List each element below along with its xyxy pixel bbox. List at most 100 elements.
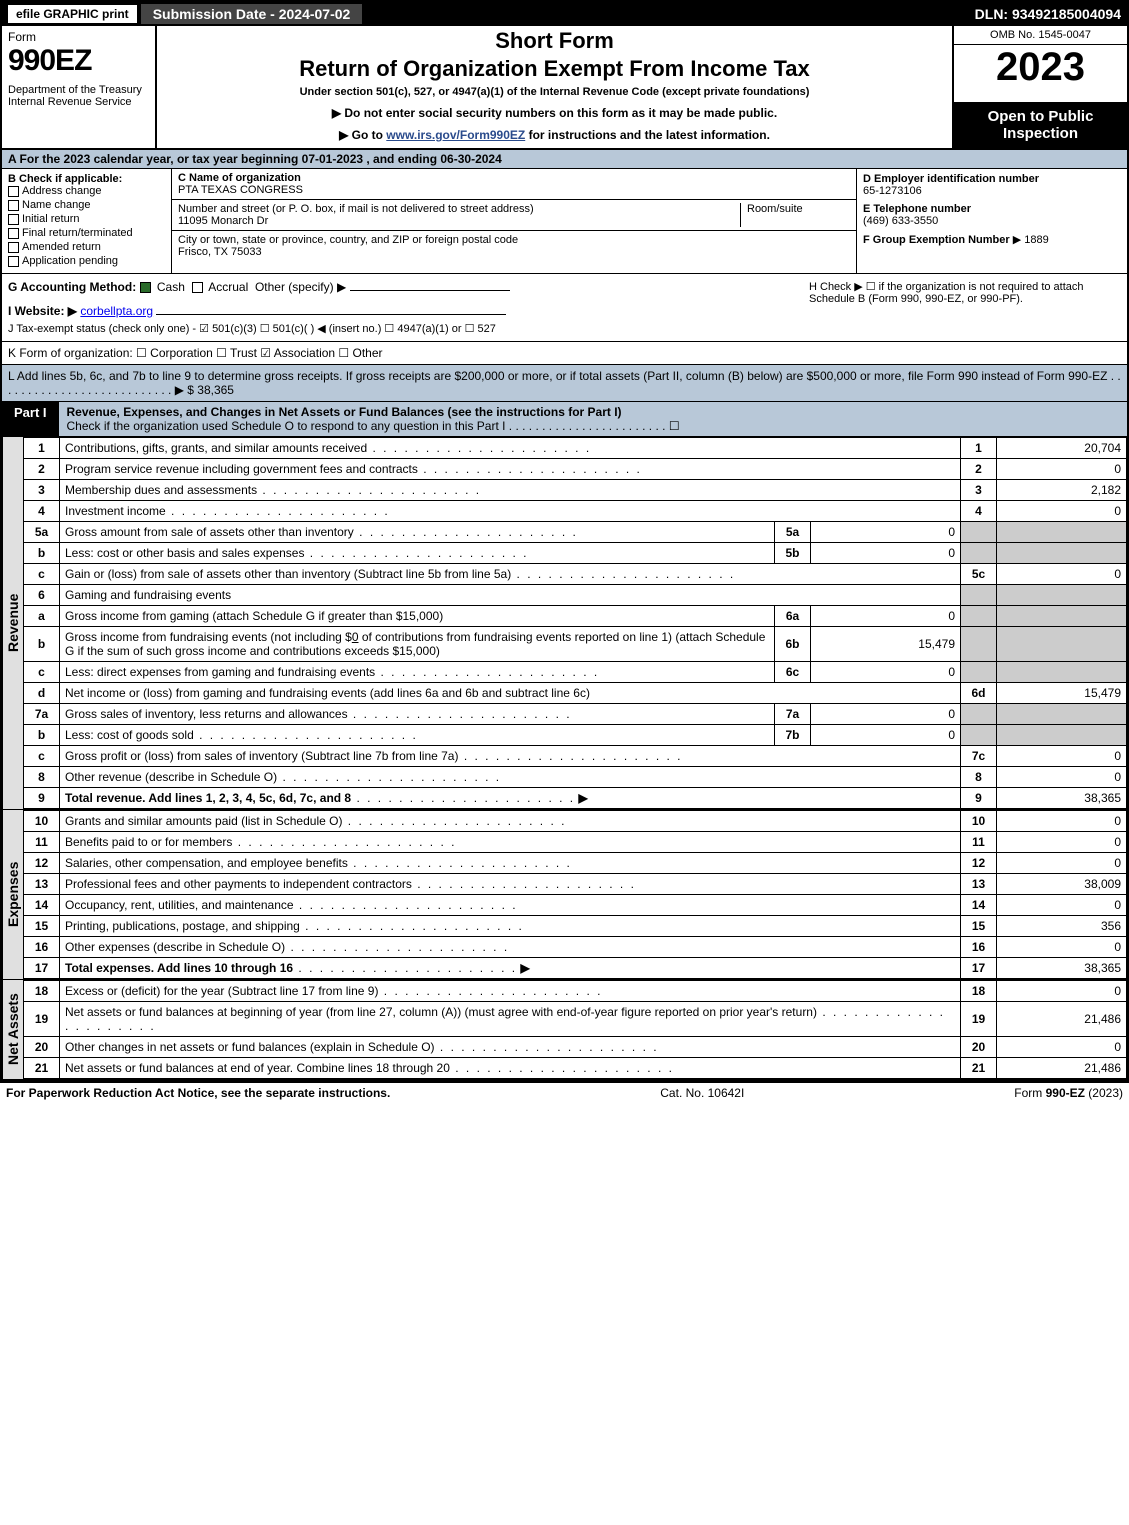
paperwork-notice: For Paperwork Reduction Act Notice, see …	[6, 1086, 390, 1100]
line-18: 18Excess or (deficit) for the year (Subt…	[24, 981, 1127, 1002]
part-i-header: Part I Revenue, Expenses, and Changes in…	[2, 402, 1127, 437]
line-5c: cGain or (loss) from sale of assets othe…	[24, 564, 1127, 585]
chk-final-return[interactable]: Final return/terminated	[8, 227, 165, 239]
col-d-contact: D Employer identification number 65-1273…	[857, 169, 1127, 273]
form-header: Form 990EZ Department of the Treasury In…	[2, 26, 1127, 150]
irs-link-line: ▶ Go to www.irs.gov/Form990EZ for instru…	[167, 128, 942, 142]
goto-post: for instructions and the latest informat…	[525, 128, 770, 142]
col-b-checkboxes: B Check if applicable: Address change Na…	[2, 169, 172, 273]
row-l-gross-receipts: L Add lines 5b, 6c, and 7b to line 9 to …	[2, 365, 1127, 402]
header-center: Short Form Return of Organization Exempt…	[157, 26, 952, 148]
omb-number: OMB No. 1545-0047	[954, 26, 1127, 45]
revenue-table: 1Contributions, gifts, grants, and simil…	[23, 437, 1127, 809]
inspection-badge: Open to Public Inspection	[954, 102, 1127, 148]
header-right: OMB No. 1545-0047 2023 Open to Public In…	[952, 26, 1127, 148]
chk-address-change[interactable]: Address change	[8, 185, 165, 197]
chk-initial-return[interactable]: Initial return	[8, 213, 165, 225]
line-19: 19Net assets or fund balances at beginni…	[24, 1002, 1127, 1037]
g-label: G Accounting Method:	[8, 280, 136, 294]
line-21: 21Net assets or fund balances at end of …	[24, 1058, 1127, 1079]
line-17: 17Total expenses. Add lines 10 through 1…	[24, 958, 1127, 979]
room-suite-label: Room/suite	[740, 203, 850, 227]
goto-pre: ▶ Go to	[339, 128, 386, 142]
submission-date: Submission Date - 2024-07-02	[141, 4, 363, 24]
line-20: 20Other changes in net assets or fund ba…	[24, 1037, 1127, 1058]
line-2: 2Program service revenue including gover…	[24, 459, 1127, 480]
line-1: 1Contributions, gifts, grants, and simil…	[24, 438, 1127, 459]
catalog-number: Cat. No. 10642I	[390, 1086, 1014, 1100]
line-9: 9Total revenue. Add lines 1, 2, 3, 4, 5c…	[24, 788, 1127, 809]
line-8: 8Other revenue (describe in Schedule O)8…	[24, 767, 1127, 788]
row-h: H Check ▶ ☐ if the organization is not r…	[801, 280, 1121, 335]
form-word: Form	[8, 30, 149, 44]
efile-print-button[interactable]: efile GRAPHIC print	[8, 5, 137, 23]
telephone-value: (469) 633-3550	[863, 215, 1121, 227]
line-7c: cGross profit or (loss) from sales of in…	[24, 746, 1127, 767]
chk-amended-return[interactable]: Amended return	[8, 241, 165, 253]
line-14: 14Occupancy, rent, utilities, and mainte…	[24, 895, 1127, 916]
city-label: City or town, state or province, country…	[178, 234, 518, 246]
line-7a: 7aGross sales of inventory, less returns…	[24, 704, 1127, 725]
form-subtitle: Under section 501(c), 527, or 4947(a)(1)…	[167, 86, 942, 98]
page-footer: For Paperwork Reduction Act Notice, see …	[0, 1083, 1129, 1103]
info-grid: B Check if applicable: Address change Na…	[2, 169, 1127, 274]
net-assets-section: Net Assets 18Excess or (deficit) for the…	[2, 980, 1127, 1081]
part-i-tag: Part I	[2, 402, 59, 436]
city-row: City or town, state or province, country…	[172, 231, 856, 261]
part-i-check: Check if the organization used Schedule …	[67, 419, 680, 433]
chk-name-change[interactable]: Name change	[8, 199, 165, 211]
accounting-method: G Accounting Method: Cash Accrual Other …	[8, 280, 801, 294]
expenses-side-label: Expenses	[2, 810, 23, 979]
line-7b: bLess: cost of goods sold7b0	[24, 725, 1127, 746]
part-i-title: Revenue, Expenses, and Changes in Net As…	[59, 402, 1127, 436]
street-value: 11095 Monarch Dr	[178, 215, 740, 227]
form-number: 990EZ	[8, 44, 149, 78]
ssn-warning: ▶ Do not enter social security numbers o…	[167, 106, 942, 120]
revenue-section: Revenue 1Contributions, gifts, grants, a…	[2, 437, 1127, 810]
website-label: I Website: ▶	[8, 304, 77, 318]
row-l-value: 38,365	[194, 383, 234, 397]
ein-label: D Employer identification number	[863, 173, 1121, 185]
header-left: Form 990EZ Department of the Treasury In…	[2, 26, 157, 148]
street-row: Number and street (or P. O. box, if mail…	[172, 200, 856, 231]
row-k-form-of-org: K Form of organization: ☐ Corporation ☐ …	[2, 342, 1127, 365]
department: Department of the Treasury Internal Reve…	[8, 84, 149, 108]
line-12: 12Salaries, other compensation, and empl…	[24, 853, 1127, 874]
row-g-h-left: G Accounting Method: Cash Accrual Other …	[8, 280, 801, 335]
chk-application-pending[interactable]: Application pending	[8, 255, 165, 267]
other-specify-input[interactable]	[350, 290, 510, 291]
chk-cash[interactable]	[140, 282, 151, 293]
short-form-label: Short Form	[167, 28, 942, 54]
org-name-row: C Name of organization PTA TEXAS CONGRES…	[172, 169, 856, 200]
tax-year: 2023	[954, 45, 1127, 89]
net-assets-side-label: Net Assets	[2, 980, 23, 1079]
topbar: efile GRAPHIC print Submission Date - 20…	[2, 2, 1127, 26]
line-5b: bLess: cost or other basis and sales exp…	[24, 543, 1127, 564]
chk-accrual[interactable]	[192, 282, 203, 293]
dln: DLN: 93492185004094	[975, 6, 1121, 22]
line-16: 16Other expenses (describe in Schedule O…	[24, 937, 1127, 958]
line-3: 3Membership dues and assessments32,182	[24, 480, 1127, 501]
expenses-table: 10Grants and similar amounts paid (list …	[23, 810, 1127, 979]
org-name-label: C Name of organization	[178, 172, 303, 184]
website-underline	[156, 314, 506, 315]
revenue-side-label: Revenue	[2, 437, 23, 809]
group-exemption-value: ▶ 1889	[1013, 234, 1049, 246]
form-title: Return of Organization Exempt From Incom…	[167, 56, 942, 82]
ein-value: 65-1273106	[863, 185, 1121, 197]
line-6b: bGross income from fundraising events (n…	[24, 627, 1127, 662]
street-label: Number and street (or P. O. box, if mail…	[178, 203, 740, 215]
website-row: I Website: ▶ corbellpta.org	[8, 304, 801, 318]
form-990ez: efile GRAPHIC print Submission Date - 20…	[0, 0, 1129, 1083]
line-6a: aGross income from gaming (attach Schedu…	[24, 606, 1127, 627]
city-value: Frisco, TX 75033	[178, 246, 518, 258]
line-5a: 5aGross amount from sale of assets other…	[24, 522, 1127, 543]
telephone-label: E Telephone number	[863, 203, 1121, 215]
website-link[interactable]: corbellpta.org	[80, 304, 153, 318]
org-name-value: PTA TEXAS CONGRESS	[178, 184, 303, 196]
irs-link[interactable]: www.irs.gov/Form990EZ	[386, 128, 525, 142]
line-11: 11Benefits paid to or for members110	[24, 832, 1127, 853]
row-gh: G Accounting Method: Cash Accrual Other …	[2, 274, 1127, 342]
net-assets-table: 18Excess or (deficit) for the year (Subt…	[23, 980, 1127, 1079]
expenses-section: Expenses 10Grants and similar amounts pa…	[2, 810, 1127, 980]
